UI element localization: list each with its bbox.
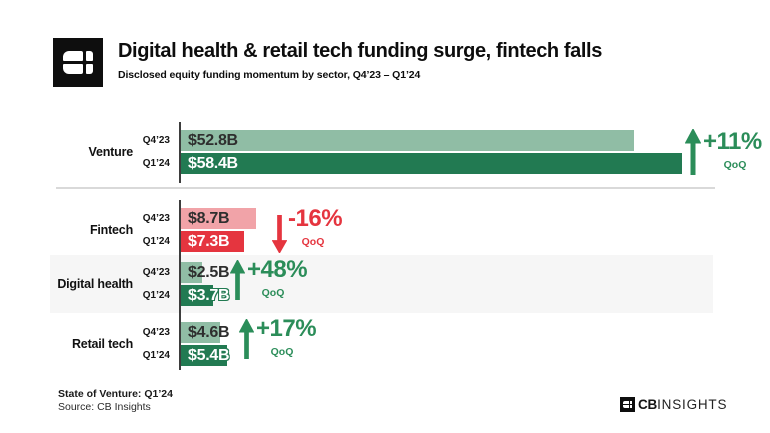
- period-label: Q4’23: [142, 327, 170, 338]
- funding-bar-digital-health-q423: [181, 262, 202, 283]
- arrow-up-icon: [685, 129, 701, 176]
- period-label: Q1’24: [142, 236, 170, 247]
- bar-value-label: $5.4B: [188, 347, 230, 364]
- sector-label: Digital health: [57, 277, 133, 291]
- funding-bar-venture-q423: [181, 130, 634, 151]
- change-period-label: QoQ: [261, 287, 285, 299]
- sector-label: Venture: [88, 145, 134, 159]
- cb-insights-logo-icon: [53, 38, 103, 87]
- funding-bar-retail-tech-q124: [181, 345, 227, 366]
- logo-mark: [63, 51, 93, 74]
- change-percent: +11%: [703, 128, 762, 155]
- period-label: Q4’23: [142, 135, 170, 146]
- funding-bar-digital-health-q124: [181, 285, 213, 306]
- page-title: Digital health & retail tech funding sur…: [118, 40, 602, 62]
- axis-line-venture: [179, 122, 181, 183]
- period-label: Q1’24: [142, 158, 170, 169]
- period-label: Q1’24: [142, 290, 170, 301]
- change-period-label: QoQ: [270, 346, 294, 358]
- change-percent: +48%: [247, 256, 308, 283]
- page-subtitle: Disclosed equity funding momentum by sec…: [118, 69, 421, 81]
- period-label: Q4’23: [142, 213, 170, 224]
- arrow-up-icon: [239, 319, 254, 359]
- period-label: Q1’24: [142, 350, 170, 361]
- axis-line-sectors: [179, 200, 181, 370]
- change-percent: +17%: [256, 315, 317, 342]
- funding-bar-retail-tech-q423: [181, 322, 220, 343]
- funding-bar-venture-q124: [181, 153, 682, 174]
- funding-bar-fintech-q124: [181, 231, 244, 252]
- section-divider: [56, 187, 715, 189]
- highlight-band-digital-health: [50, 255, 713, 313]
- sector-label: Fintech: [89, 223, 133, 237]
- bar-value-label: $52.8B: [188, 132, 238, 149]
- bar-value-label: $4.6B: [188, 324, 230, 341]
- brand-text-insights: INSIGHTS: [657, 396, 728, 412]
- brand-text-cb: CB: [638, 396, 658, 412]
- period-label: Q4’23: [142, 267, 170, 278]
- sector-label: Retail tech: [71, 337, 133, 351]
- bar-value-label: $7.3B: [188, 233, 230, 250]
- footer-source: Source: CB Insights: [58, 401, 151, 413]
- bar-value-label: $3.7B: [188, 287, 230, 304]
- change-percent: -16%: [288, 205, 343, 232]
- bar-value-label: $58.4B: [188, 155, 238, 172]
- bar-value-label: $2.5B: [188, 264, 230, 281]
- change-period-label: QoQ: [301, 236, 325, 248]
- brand-logo: CB INSIGHTS: [620, 396, 727, 412]
- bar-value-label: $8.7B: [188, 210, 230, 227]
- funding-bar-fintech-q423: [181, 208, 256, 229]
- arrow-up-icon: [230, 260, 245, 300]
- footer-report-title: State of Venture: Q1’24: [58, 388, 173, 400]
- arrow-down-icon: [272, 215, 287, 253]
- cb-insights-mini-logo-icon: [620, 396, 635, 412]
- change-period-label: QoQ: [723, 159, 747, 171]
